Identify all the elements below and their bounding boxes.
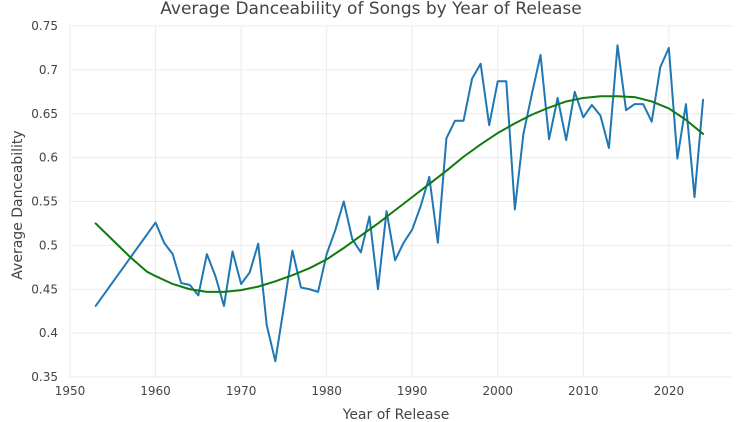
y-tick-label: 0.6 xyxy=(39,151,58,165)
x-tick-label: 1960 xyxy=(140,384,171,398)
x-tick-label: 2020 xyxy=(654,384,685,398)
x-tick-label: 1980 xyxy=(311,384,342,398)
danceability-line xyxy=(94,44,705,363)
y-tick-label: 0.75 xyxy=(31,19,58,33)
x-tick-label: 2010 xyxy=(568,384,599,398)
y-axis-title: Average Danceability xyxy=(10,130,26,279)
y-tick-label: 0.55 xyxy=(31,195,58,209)
chart-title: Average Danceability of Songs by Year of… xyxy=(160,0,581,19)
series-layer xyxy=(94,44,705,363)
y-tick-label: 0.5 xyxy=(39,238,58,252)
y-tick-label: 0.35 xyxy=(31,370,58,384)
smoothed-trend-line xyxy=(94,95,705,293)
y-tick-label: 0.4 xyxy=(39,326,58,340)
x-tick-label: 1970 xyxy=(226,384,257,398)
y-tick-label: 0.7 xyxy=(39,63,58,77)
tick-labels: 0.35 0.4 0.45 0.5 0.55 0.6 0.65 0.7 0.75 1950 1960… xyxy=(31,19,684,398)
x-tick-label: 1950 xyxy=(55,384,86,398)
grid xyxy=(69,25,733,378)
y-tick-label: 0.65 xyxy=(31,107,58,121)
x-axis-title: Year of Release xyxy=(342,407,450,422)
x-tick-label: 2000 xyxy=(482,384,513,398)
x-tick-label: 1990 xyxy=(397,384,428,398)
y-tick-label: 0.45 xyxy=(31,282,58,296)
